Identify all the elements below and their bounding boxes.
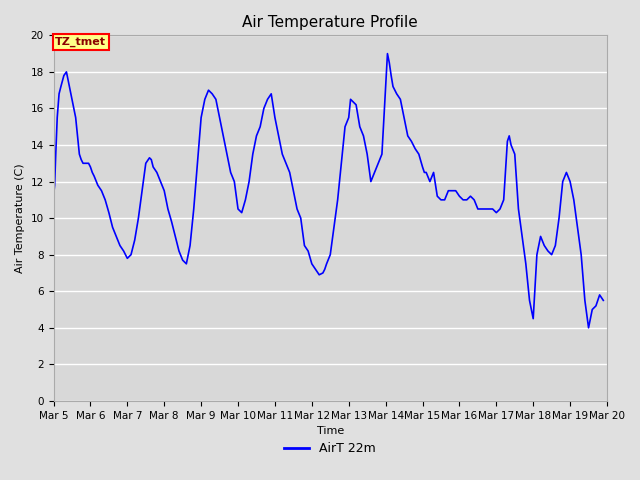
Legend: AirT 22m: AirT 22m — [280, 437, 381, 460]
Title: Air Temperature Profile: Air Temperature Profile — [243, 15, 418, 30]
Y-axis label: Air Temperature (C): Air Temperature (C) — [15, 163, 25, 273]
X-axis label: Time: Time — [317, 426, 344, 436]
Text: TZ_tmet: TZ_tmet — [56, 36, 106, 47]
